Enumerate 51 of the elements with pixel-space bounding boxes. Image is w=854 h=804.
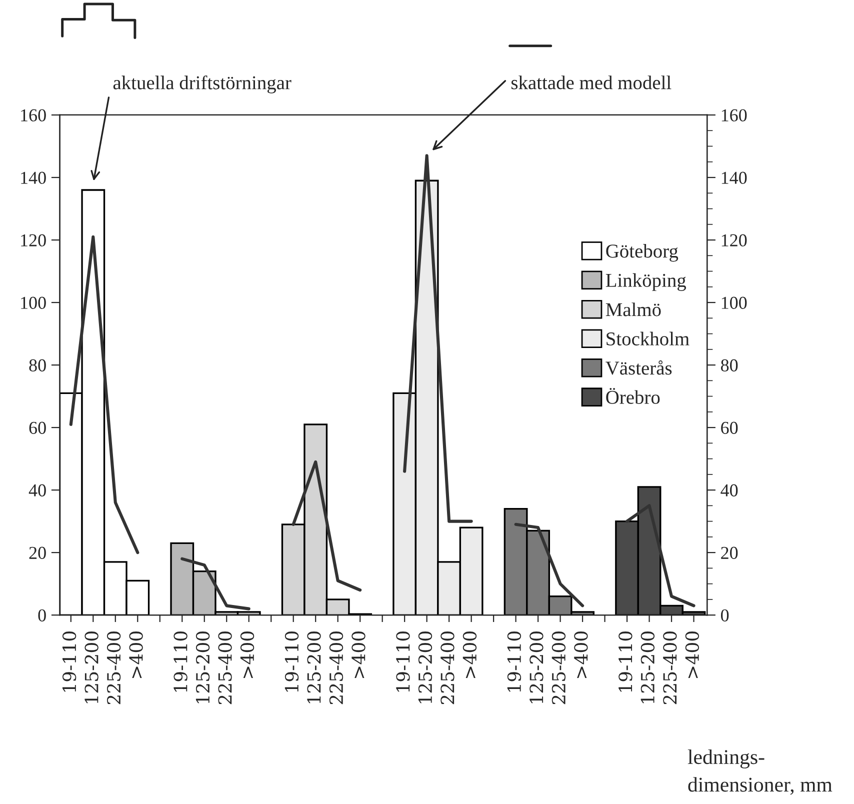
- x-tick-label: 19-110: [284, 632, 299, 692]
- y2-tick-label: 140: [722, 172, 747, 184]
- legend-label: Göteborg: [606, 244, 678, 262]
- y-tick-label: 0: [38, 609, 46, 622]
- legend-label: Västerås: [606, 360, 672, 375]
- y2-tick-label: 0: [720, 609, 729, 622]
- y-tick-label: 100: [21, 296, 46, 309]
- text: skattade med modell: [511, 76, 672, 90]
- y2-tick-label: 160: [722, 109, 747, 122]
- x-tick-label: 19-110: [396, 632, 410, 692]
- legend-label: Malmö: [606, 302, 661, 316]
- x-tick-label: 19-110: [507, 632, 522, 692]
- legend-label: Örebro: [606, 388, 660, 404]
- x-tick-label: 225-400: [106, 632, 121, 704]
- y2-tick-label: 80: [720, 359, 738, 372]
- y-tick-label: 20: [29, 546, 46, 559]
- y2-tick-label: 120: [722, 234, 747, 246]
- y-tick-label: 120: [21, 234, 46, 246]
- y2-tick-label: 20: [721, 546, 738, 559]
- y-tick-label: 40: [28, 484, 46, 496]
- x-tick-label: >400: [574, 632, 588, 678]
- y2-tick-label: 100: [722, 296, 747, 309]
- x-tick-label: 225-400: [329, 632, 344, 704]
- x-tick-label: 125-200: [640, 632, 655, 704]
- legend-label: Stockholm: [606, 332, 690, 346]
- x-tick-label: 125-200: [418, 632, 432, 704]
- y-tick-label: 160: [21, 109, 46, 122]
- x-tick-label: 19-110: [618, 632, 632, 692]
- x-tick-label: >400: [352, 632, 366, 678]
- x-tick-label: 125-200: [196, 632, 210, 704]
- y-tick-label: 140: [21, 172, 46, 184]
- x-tick-label: 19-110: [62, 632, 76, 692]
- x-tick-label: 225-400: [440, 632, 454, 704]
- x-axis-title: lednings- dimensioner, mm: [688, 749, 832, 795]
- x-tick-label: >400: [685, 632, 700, 678]
- legend-label: Linköping: [606, 273, 686, 291]
- x-tick-label: >400: [240, 632, 254, 678]
- x-tick-label: >400: [462, 632, 477, 678]
- x-tick-label: 225-400: [663, 632, 677, 704]
- x-tick-label: 225-400: [218, 632, 232, 704]
- text: aktuella driftstörningar: [113, 75, 292, 94]
- y-tick-label: 60: [29, 422, 46, 434]
- y2-tick-label: 40: [720, 484, 738, 496]
- x-tick-label: 225-400: [552, 632, 566, 704]
- y-tick-label: 80: [29, 359, 46, 372]
- y2-tick-label: 60: [721, 422, 738, 434]
- x-tick-label: 125-200: [307, 632, 321, 704]
- x-tick-label: >400: [129, 632, 143, 678]
- x-tick-label: 125-200: [530, 632, 544, 704]
- x-tick-label: 19-110: [174, 632, 188, 692]
- x-tick-label: 125-200: [84, 632, 98, 704]
